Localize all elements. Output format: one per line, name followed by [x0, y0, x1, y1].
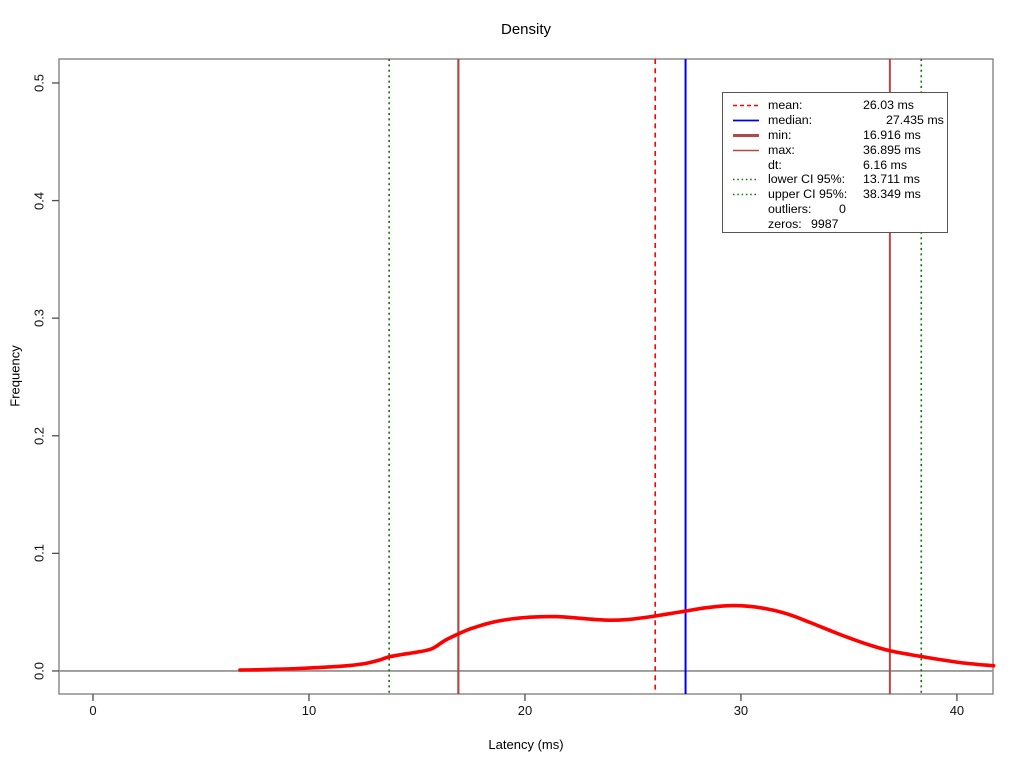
legend-label: max: — [768, 142, 795, 157]
legend-value: 16.916 ms — [863, 127, 921, 142]
legend-swatch-mean-line — [733, 104, 759, 107]
legend-label: upper CI 95%: — [768, 187, 848, 202]
x-tick-label: 0 — [89, 703, 97, 718]
y-tick-label: 0.5 — [31, 73, 47, 93]
legend-item-median: median: 27.435 ms — [723, 113, 947, 128]
y-tick-label: 0.2 — [31, 426, 47, 445]
legend-label: min: — [768, 127, 792, 142]
legend-swatch-median-line — [733, 119, 759, 122]
legend-item-max: max: 36.895 ms — [723, 143, 947, 158]
x-tick-label: 10 — [301, 703, 317, 718]
y-tick-label: 0.0 — [31, 661, 47, 680]
legend-value: 6.16 ms — [863, 157, 908, 172]
legend-swatch-upper-ci-line — [733, 194, 759, 196]
legend-item-min: min: 16.916 ms — [723, 128, 947, 143]
legend-label: median: — [768, 112, 813, 127]
y-tick-label: 0.1 — [31, 544, 47, 563]
legend-value: 38.349 ms — [863, 187, 921, 202]
y-tick-label: 0.3 — [31, 309, 47, 328]
legend-label: mean: — [768, 98, 803, 112]
y-tick-label: 0.4 — [31, 191, 47, 210]
legend-value: 0 — [839, 202, 846, 217]
legend-item-outliers: outliers: 0 — [723, 202, 947, 217]
legend-value: 9987 — [811, 217, 839, 232]
legend-item-dt: dt: 6.16 ms — [723, 158, 947, 173]
legend-label: outliers: — [768, 202, 812, 217]
legend-swatch-max-line — [733, 149, 759, 151]
legend-item-lower-ci: lower CI 95%: 13.711 ms — [723, 172, 947, 187]
legend-item-mean: mean: 26.03 ms — [723, 98, 947, 113]
legend-item-upper-ci: upper CI 95%: 38.349 ms — [723, 187, 947, 202]
x-tick-label: 20 — [517, 703, 533, 718]
legend-label: zeros: — [768, 217, 802, 232]
x-axis-label: Latency (ms) — [488, 737, 564, 752]
legend-item-zeros: zeros: 9987 — [723, 217, 947, 232]
legend-label: lower CI 95%: — [768, 172, 846, 187]
legend-value: 27.435 ms — [886, 112, 944, 127]
x-tick-label: 40 — [949, 703, 965, 718]
legend-value: 36.895 ms — [863, 142, 921, 157]
chart-title: Density — [500, 21, 552, 38]
legend-swatch-min-line — [733, 133, 759, 137]
legend-value: 13.711 ms — [863, 172, 920, 187]
plot-box — [58, 58, 994, 695]
legend-label: dt: — [768, 157, 782, 172]
x-tick-label: 30 — [733, 703, 749, 718]
legend-value: 26.03 ms — [863, 98, 914, 112]
legend-swatch-lower-ci-line — [733, 179, 759, 181]
density-curve — [238, 603, 996, 672]
y-axis-label: Frequency — [7, 345, 23, 407]
legend: mean: 26.03 ms median: 27.435 ms min: 16.916 … — [722, 92, 948, 233]
